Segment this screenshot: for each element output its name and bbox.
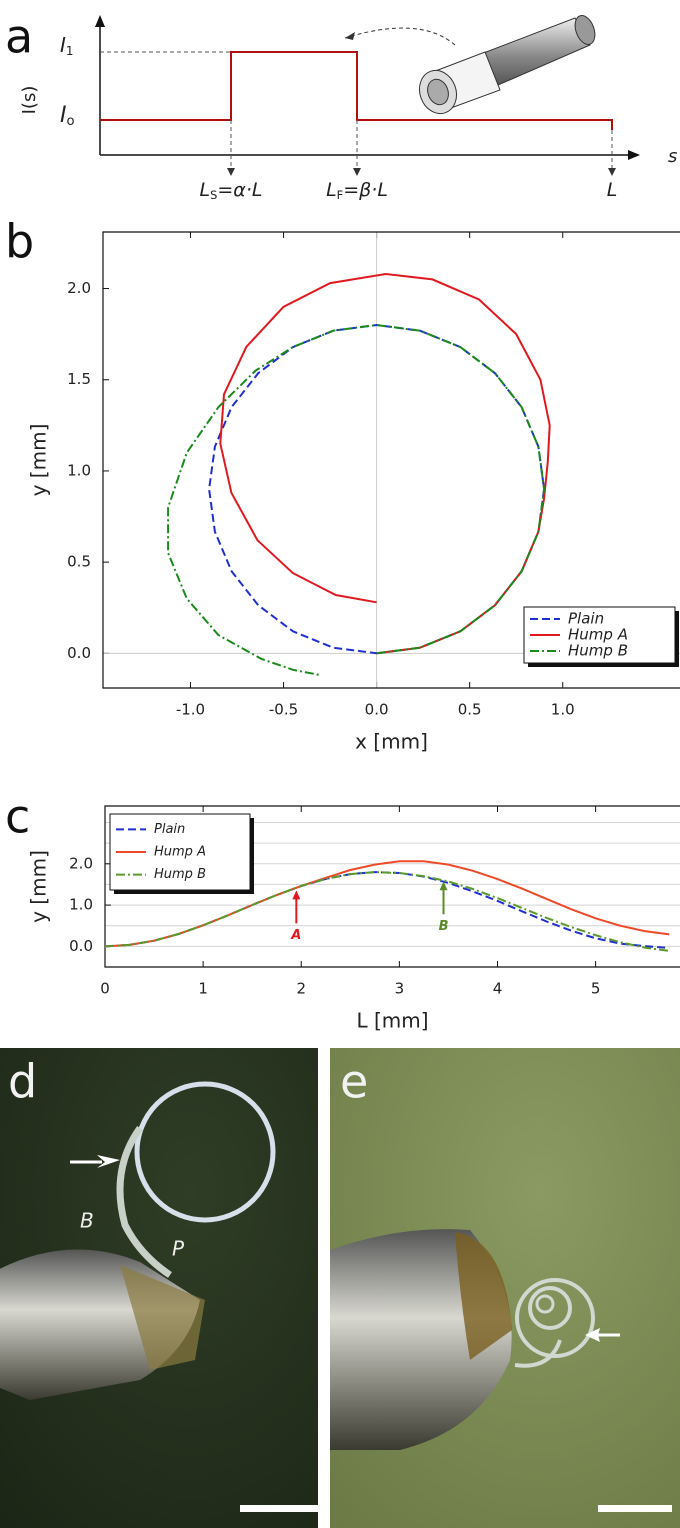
x-tick-label: 0.0 — [365, 701, 389, 719]
symbol-sub: o — [67, 114, 75, 129]
symbol-label: LF=β·L — [326, 179, 388, 202]
panel-label: c — [5, 790, 30, 844]
y-axis-label: y [mm] — [27, 424, 51, 497]
x-tick-label: 3 — [395, 980, 405, 998]
arrow-head — [227, 168, 235, 176]
photo-label: P — [172, 1237, 185, 1261]
symbol-base: L — [326, 179, 337, 201]
y-tick-label: 0.0 — [69, 937, 93, 955]
annotation-label: B — [439, 919, 449, 934]
photo-e — [330, 1048, 680, 1528]
symbol-base: I — [60, 103, 67, 128]
plot-frame — [102, 231, 680, 689]
photo-label: B — [80, 1209, 94, 1233]
x-axis-label: s — [668, 146, 677, 167]
y-tick-label: 0.0 — [67, 644, 91, 662]
symbol-sub: S — [210, 188, 217, 202]
legend-label: Plain — [154, 822, 185, 837]
y-axis-label: y [mm] — [27, 850, 51, 923]
legend-label: Hump B — [568, 642, 628, 660]
legend-label: Hump A — [154, 845, 206, 860]
annotation-arrow-head — [439, 881, 448, 891]
symbol-label: L — [607, 179, 618, 201]
x-tick-label: -0.5 — [269, 701, 298, 719]
x-tick-label: 4 — [493, 980, 503, 998]
x-tick-label: 1.0 — [551, 701, 575, 719]
x-tick-label: 2 — [296, 980, 306, 998]
y-tick-label: 0.5 — [67, 553, 91, 571]
symbol-label: Io — [60, 103, 75, 129]
y-axis-label: I(s) — [19, 86, 40, 115]
symbol-base: L — [607, 179, 618, 201]
x-tick-label: 0 — [100, 980, 110, 998]
annotation-arrow-head — [292, 890, 301, 900]
symbol-label: I1 — [60, 33, 74, 58]
y-tick-label: 2.0 — [67, 279, 91, 297]
symbol-base: I — [60, 33, 66, 57]
series-line — [104, 871, 670, 952]
panel-label: b — [5, 215, 34, 269]
x-tick-label: 0.5 — [458, 701, 482, 719]
symbol-base: L — [200, 179, 211, 201]
x-tick-label: 1 — [198, 980, 208, 998]
panel-label: d — [8, 1055, 37, 1109]
photo-d — [0, 1048, 318, 1528]
symbol-label: LS=α·L — [200, 179, 263, 202]
plot-frame — [104, 805, 680, 968]
symbol-sub: F — [337, 188, 344, 202]
panel-label: e — [340, 1055, 368, 1109]
y-tick-label: 1.0 — [67, 461, 91, 479]
arrow-head — [95, 15, 105, 27]
series-line — [167, 323, 546, 677]
annotation-label: A — [290, 928, 301, 943]
legend-label: Plain — [568, 610, 604, 628]
y-tick-label: 2.0 — [69, 854, 93, 872]
series-line — [219, 272, 551, 655]
legend-label: Hump A — [568, 626, 628, 644]
x-tick-label: 5 — [591, 980, 601, 998]
symbol-rest: =α·L — [217, 179, 262, 201]
x-tick-label: -1.0 — [176, 701, 205, 719]
y-tick-label: 1.0 — [69, 896, 93, 914]
x-axis-label: L [mm] — [356, 1009, 428, 1033]
symbol-sub: 1 — [66, 44, 74, 58]
y-tick-label: 1.5 — [67, 370, 91, 388]
arrow-head — [608, 168, 616, 176]
arrow-head — [628, 150, 640, 160]
tube-illustration — [344, 15, 596, 115]
arrow-head — [353, 168, 361, 176]
series-line — [104, 860, 670, 948]
panel-label: a — [5, 10, 33, 64]
x-axis-label: x [mm] — [355, 730, 428, 754]
symbol-rest: =β·L — [343, 179, 388, 201]
legend-label: Hump B — [154, 867, 206, 882]
